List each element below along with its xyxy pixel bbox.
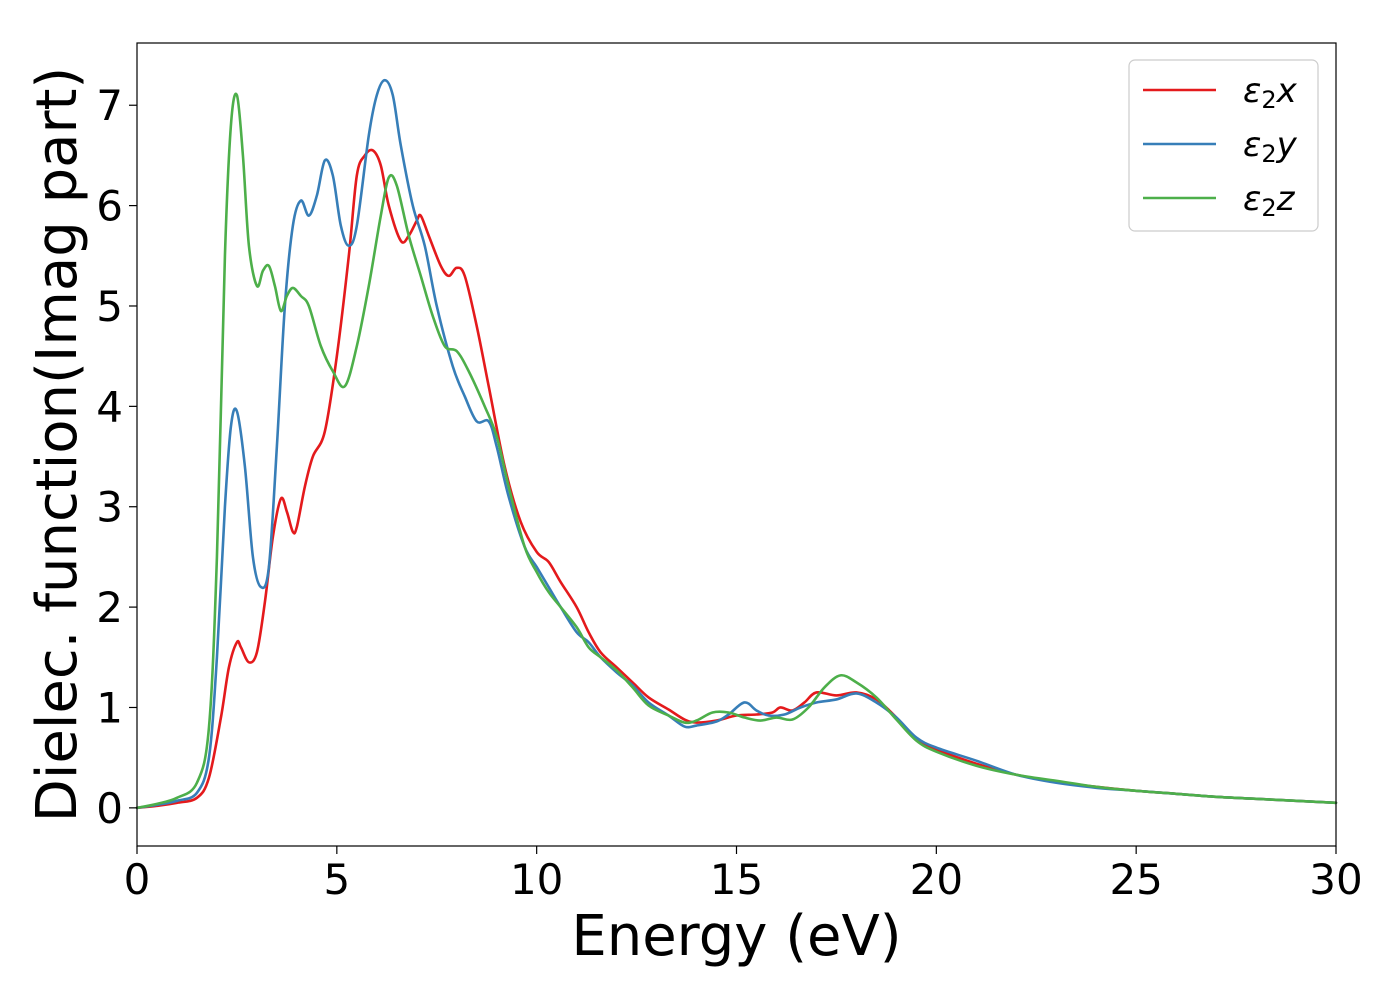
series-line-z: [135, 92, 1338, 810]
x-tick-label: 30: [1309, 855, 1362, 904]
x-tick-label: 25: [1109, 855, 1162, 904]
x-tick-label: 20: [910, 855, 963, 904]
legend: ε2x ε2y ε2z: [1128, 59, 1319, 232]
y-tick-label: 3: [96, 483, 123, 532]
x-tick-label: 0: [124, 855, 151, 904]
y-tick-label: 1: [96, 683, 123, 732]
legend-label-z: ε2z: [1243, 179, 1296, 222]
x-tick-label: 5: [323, 855, 350, 904]
y-tick-label: 5: [96, 282, 123, 331]
x-tick-label: 15: [710, 855, 763, 904]
x-tick-label: 10: [510, 855, 563, 904]
y-tick-label: 4: [96, 382, 123, 431]
y-axis-ticks: 0 1 2 3 4 5 6 7: [96, 81, 137, 833]
x-axis-title: Energy (eV): [571, 904, 901, 969]
y-axis-title: Dielec. function(Imag part): [25, 67, 90, 823]
y-tick-label: 2: [96, 583, 123, 632]
x-axis-ticks: 0 5 10 15 20 25 30: [124, 846, 1363, 904]
series-line-y: [135, 78, 1338, 810]
legend-label-x: ε2x: [1243, 71, 1298, 114]
y-tick-label: 0: [96, 784, 123, 833]
y-tick-label: 7: [96, 81, 123, 130]
series-layer: [135, 78, 1338, 810]
y-tick-label: 6: [96, 182, 123, 231]
legend-box: [1128, 59, 1319, 232]
legend-label-y: ε2y: [1243, 125, 1298, 168]
